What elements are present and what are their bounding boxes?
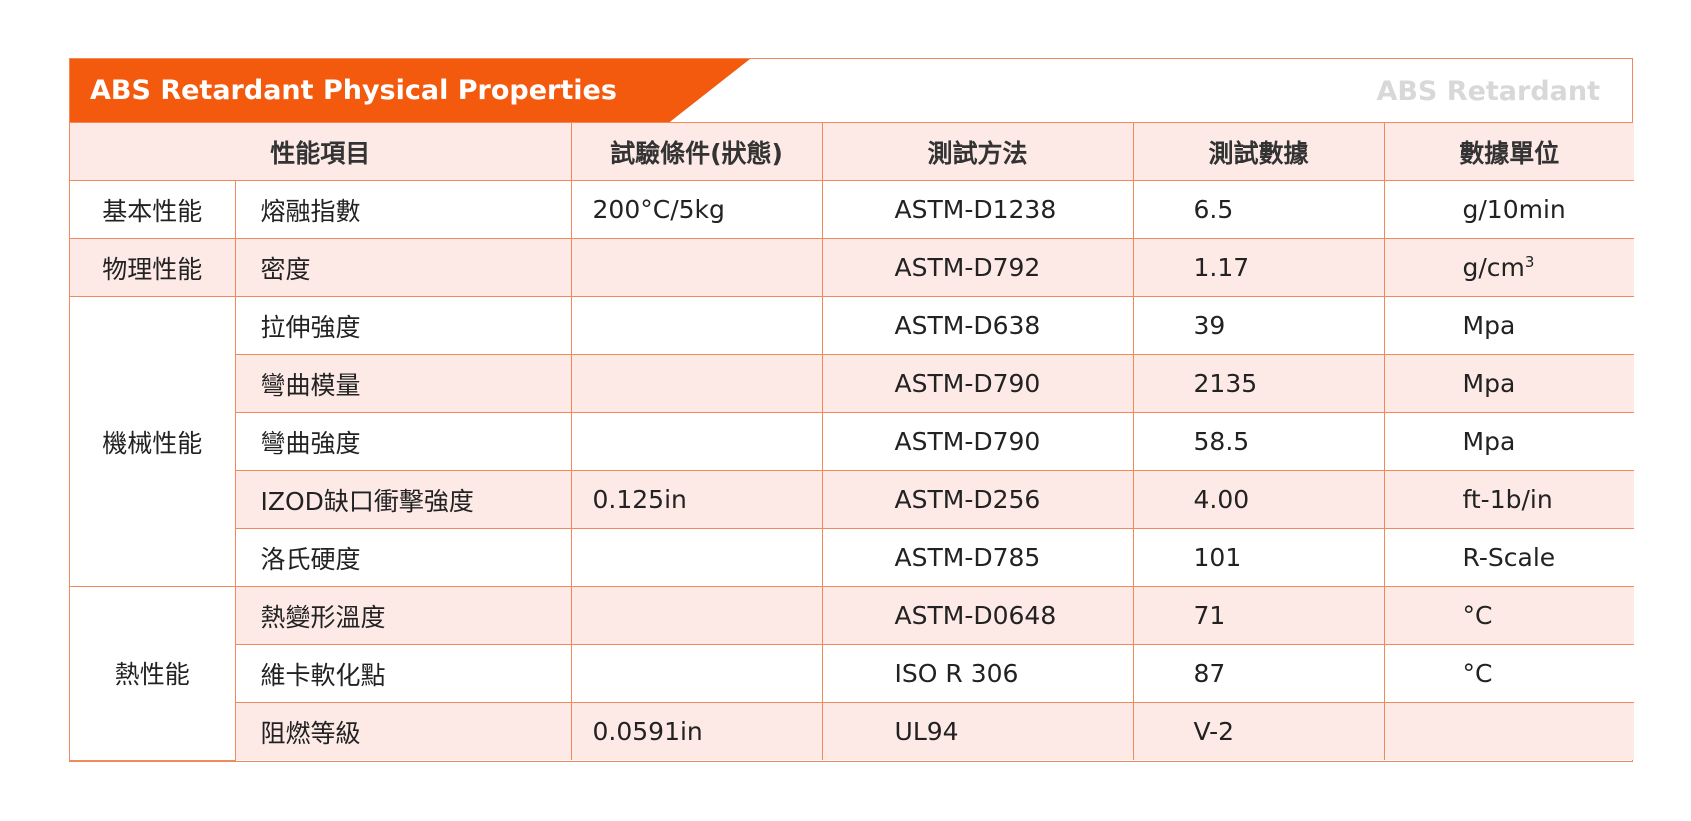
data-unit: R-Scale: [1383, 528, 1635, 587]
test-value: 101: [1132, 528, 1385, 587]
data-unit: g/cm3: [1383, 238, 1635, 297]
data-unit: Mpa: [1383, 354, 1635, 413]
test-condition: [570, 412, 823, 471]
category-mechanical: 機械性能: [70, 296, 236, 587]
header-property: 性能項目: [70, 123, 572, 181]
property-name: 彎曲模量: [235, 354, 572, 413]
property-name: 阻燃等級: [235, 702, 572, 760]
header-condition: 試驗條件(狀態): [570, 123, 823, 181]
header-unit: 數據單位: [1383, 123, 1635, 181]
test-method: ISO R 306: [821, 644, 1134, 703]
title-banner: [70, 59, 750, 122]
data-unit: ft-1b/in: [1383, 470, 1635, 529]
test-value: 58.5: [1132, 412, 1385, 471]
data-unit: Mpa: [1383, 412, 1635, 471]
property-name: 洛氏硬度: [235, 528, 572, 587]
category-thermal: 熱性能: [70, 586, 236, 761]
data-unit: °C: [1383, 586, 1635, 645]
test-method: ASTM-D638: [821, 296, 1134, 355]
test-value: V-2: [1132, 702, 1385, 760]
test-method: ASTM-D792: [821, 238, 1134, 297]
test-method: ASTM-D790: [821, 412, 1134, 471]
product-name: ABS Retardant: [1376, 76, 1600, 107]
test-condition: [570, 528, 823, 587]
table-row: 機械性能 拉伸強度 ASTM-D638 39 Mpa: [70, 296, 1635, 587]
table-row: 彎曲模量 ASTM-D790 2135 Mpa: [70, 354, 1635, 413]
unit-base: g/cm: [1462, 253, 1525, 282]
table-row: 阻燃等級 0.0591in UL94 V-2: [70, 702, 1635, 760]
test-value: 4.00: [1132, 470, 1385, 529]
table-header-row: 性能項目 試驗條件(狀態) 測試方法 測試數據 數據單位: [70, 123, 1635, 181]
data-unit: °C: [1383, 644, 1635, 703]
unit-superscript: 3: [1524, 253, 1535, 271]
test-method: ASTM-D0648: [821, 586, 1134, 645]
category-physical: 物理性能: [70, 238, 236, 297]
test-value: 87: [1132, 644, 1385, 703]
test-condition: [570, 586, 823, 645]
property-name: 熱變形溫度: [234, 586, 572, 645]
properties-sheet: ABS Retardant Physical Properties ABS Re…: [69, 58, 1635, 762]
test-method: ASTM-D256: [821, 470, 1134, 529]
property-name: IZOD缺口衝擊強度: [235, 470, 572, 529]
table-row: IZOD缺口衝擊強度 0.125in ASTM-D256 4.00 ft-1b/…: [70, 470, 1635, 529]
table-row: 彎曲強度 ASTM-D790 58.5 Mpa: [70, 412, 1635, 471]
test-condition: 0.0591in: [570, 702, 823, 760]
test-value: 1.17: [1132, 238, 1385, 297]
header-method: 測試方法: [821, 123, 1134, 181]
table-row: 維卡軟化點 ISO R 306 87 °C: [70, 644, 1635, 703]
test-condition: [570, 238, 823, 297]
property-name: 熔融指數: [234, 180, 572, 239]
test-value: 2135: [1132, 354, 1385, 413]
category-basic: 基本性能: [70, 180, 236, 239]
test-value: 39: [1132, 296, 1385, 355]
data-unit: Mpa: [1383, 296, 1635, 355]
table-row: 物理性能 密度 ASTM-D792 1.17 g/cm3: [70, 238, 1635, 297]
test-value: 71: [1132, 586, 1385, 645]
test-method: UL94: [821, 702, 1134, 760]
table-row: 洛氏硬度 ASTM-D785 101 R-Scale: [70, 528, 1635, 587]
test-value: 6.5: [1132, 180, 1385, 239]
title-bar: ABS Retardant Physical Properties ABS Re…: [70, 59, 1632, 123]
table-row: 熱性能 熱變形溫度 ASTM-D0648 71 °C: [70, 586, 1635, 761]
property-name: 維卡軟化點: [235, 644, 572, 703]
test-condition: [570, 354, 823, 413]
test-condition: 0.125in: [570, 470, 823, 529]
property-name: 彎曲強度: [235, 412, 572, 471]
test-method: ASTM-D1238: [821, 180, 1134, 239]
table-row: 基本性能 熔融指數 200°C/5kg ASTM-D1238 6.5 g/10m…: [70, 180, 1635, 239]
test-method: ASTM-D785: [821, 528, 1134, 587]
property-name: 密度: [234, 238, 572, 297]
properties-table: 性能項目 試驗條件(狀態) 測試方法 測試數據 數據單位 基本性能 熔融指數 2…: [70, 123, 1635, 761]
header-data: 測試數據: [1132, 123, 1385, 181]
test-condition: 200°C/5kg: [570, 180, 823, 239]
test-method: ASTM-D790: [821, 354, 1134, 413]
data-unit: g/10min: [1383, 180, 1635, 239]
test-condition: [570, 644, 823, 703]
test-condition: [570, 296, 823, 355]
data-unit: [1383, 702, 1635, 760]
property-name: 拉伸強度: [234, 296, 572, 355]
page-title: ABS Retardant Physical Properties: [90, 75, 617, 106]
